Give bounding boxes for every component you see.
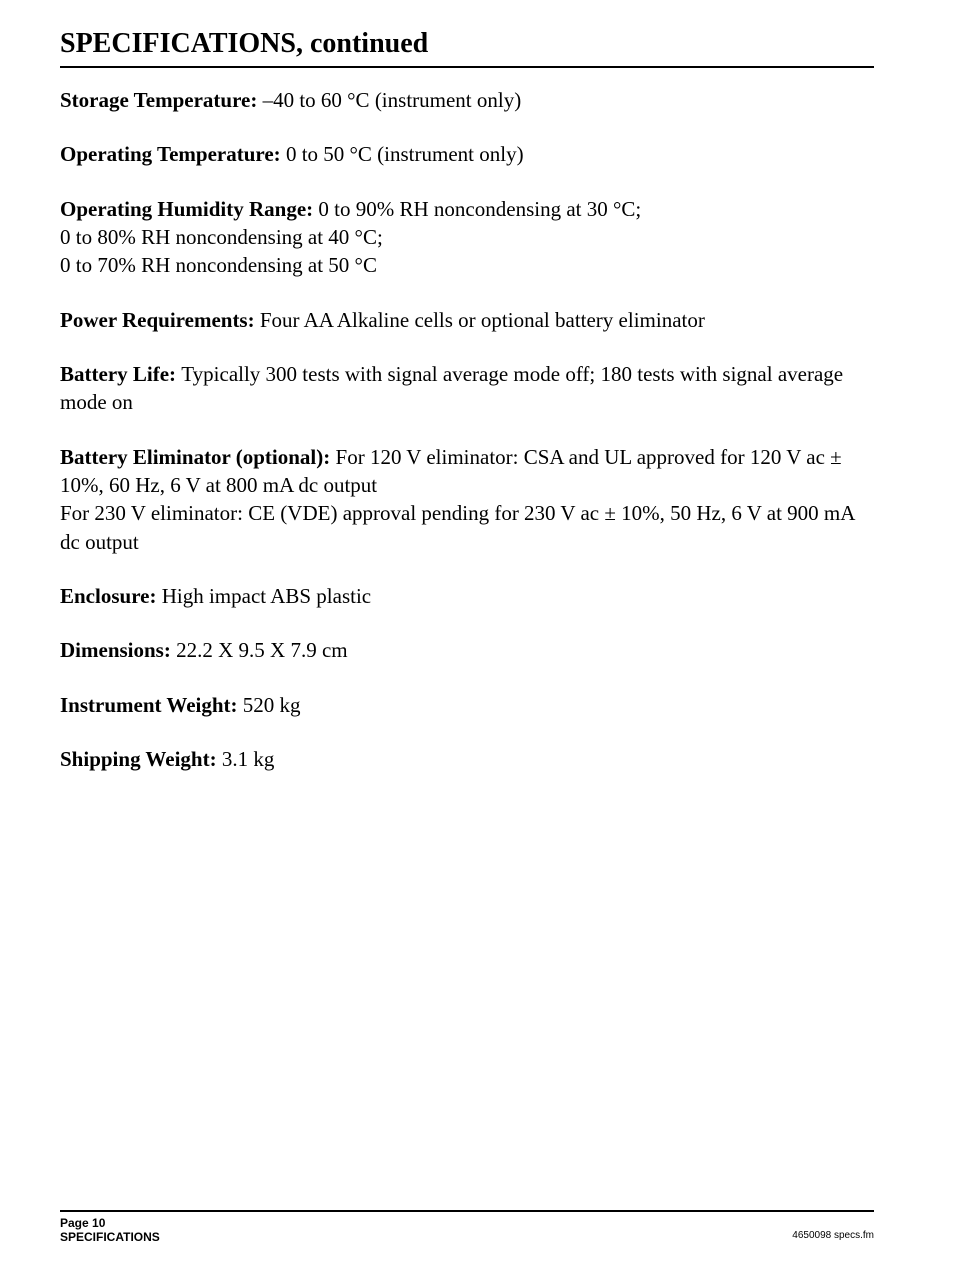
spec-entry: Battery Life: Typically 300 tests with s… xyxy=(60,360,874,417)
spec-entry: Battery Eliminator (optional): For 120 V… xyxy=(60,443,874,556)
spec-value-line: 22.2 X 9.5 X 7.9 cm xyxy=(176,638,348,662)
spec-value-line: 0 to 80% RH noncondensing at 40 °C; xyxy=(60,225,383,249)
footer-left: Page 10 SPECIFICATIONS xyxy=(60,1216,160,1244)
spec-value-line: For 230 V eliminator: CE (VDE) approval … xyxy=(60,501,854,553)
spec-entry: Operating Temperature: 0 to 50 °C (instr… xyxy=(60,140,874,168)
spec-label: Dimensions: xyxy=(60,638,176,662)
spec-value-line: 3.1 kg xyxy=(222,747,275,771)
spec-entry: Instrument Weight: 520 kg xyxy=(60,691,874,719)
spec-value-line: Four AA Alkaline cells or optional batte… xyxy=(260,308,705,332)
spec-value-line: 0 to 50 °C (instrument only) xyxy=(286,142,524,166)
spec-value-line: High impact ABS plastic xyxy=(162,584,371,608)
spec-value-line: 0 to 90% RH noncondensing at 30 °C; xyxy=(318,197,641,221)
spec-label: Storage Temperature: xyxy=(60,88,263,112)
page-footer: Page 10 SPECIFICATIONS 4650098 specs.fm xyxy=(60,1210,874,1244)
spec-entry: Storage Temperature: –40 to 60 °C (instr… xyxy=(60,86,874,114)
spec-label: Power Requirements: xyxy=(60,308,260,332)
footer-section-name: SPECIFICATIONS xyxy=(60,1230,160,1244)
spec-value-line: 520 kg xyxy=(243,693,301,717)
spec-entry: Power Requirements: Four AA Alkaline cel… xyxy=(60,306,874,334)
spec-entry: Enclosure: High impact ABS plastic xyxy=(60,582,874,610)
spec-value-line: –40 to 60 °C (instrument only) xyxy=(263,88,522,112)
spec-label: Battery Eliminator (optional): xyxy=(60,445,336,469)
spec-label: Instrument Weight: xyxy=(60,693,243,717)
spec-label: Operating Temperature: xyxy=(60,142,286,166)
spec-entry: Dimensions: 22.2 X 9.5 X 7.9 cm xyxy=(60,636,874,664)
specs-list: Storage Temperature: –40 to 60 °C (instr… xyxy=(60,86,874,774)
spec-label: Enclosure: xyxy=(60,584,162,608)
spec-label: Battery Life: xyxy=(60,362,181,386)
spec-label: Shipping Weight: xyxy=(60,747,222,771)
spec-entry: Operating Humidity Range: 0 to 90% RH no… xyxy=(60,195,874,280)
spec-entry: Shipping Weight: 3.1 kg xyxy=(60,745,874,773)
spec-value-line: 0 to 70% RH noncondensing at 50 °C xyxy=(60,253,377,277)
footer-doc-ref: 4650098 specs.fm xyxy=(792,1216,874,1241)
footer-page-number: Page 10 xyxy=(60,1216,160,1230)
page-title: SPECIFICATIONS, continued xyxy=(60,28,874,68)
spec-label: Operating Humidity Range: xyxy=(60,197,318,221)
